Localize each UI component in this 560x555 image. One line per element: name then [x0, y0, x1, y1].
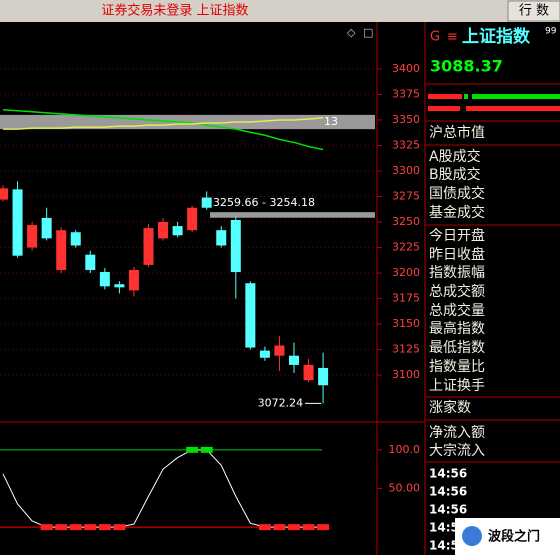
- quote-price: 3088.37: [430, 57, 503, 76]
- button[interactable]: [507, 0, 560, 22]
- candle-body: [274, 345, 285, 356]
- signal-mark: [84, 524, 97, 531]
- candle-body: [56, 230, 67, 270]
- field-label: 涨家数: [429, 399, 471, 416]
- candle-body: [289, 355, 299, 365]
- quote-code: 99: [545, 27, 557, 37]
- ma-line: [2, 109, 324, 151]
- signal-mark: [113, 524, 126, 531]
- bar: [428, 106, 460, 111]
- signal-mark: [302, 524, 315, 531]
- field-label: 总成交额: [429, 283, 485, 300]
- y-tick-label: 3175: [392, 292, 420, 305]
- candle-body: [12, 189, 23, 256]
- signal-mark: [200, 446, 213, 453]
- time-label: 14:56: [429, 467, 467, 481]
- y-tick-label: 3375: [392, 87, 420, 100]
- field-label: 沪总市值: [429, 124, 485, 141]
- field-label: 最低指数: [429, 340, 485, 356]
- time-label: 14:56: [429, 503, 467, 517]
- candle-body: [128, 269, 139, 291]
- y-tick-label: 3225: [392, 241, 420, 254]
- signal-mark: [258, 524, 271, 531]
- field-label: 昨日收盘: [429, 246, 485, 263]
- signal-mark: [98, 524, 111, 531]
- y-tick-label: 3100: [392, 368, 420, 381]
- signal-mark: [186, 446, 199, 453]
- quote-flag: G: [430, 30, 440, 45]
- bar: [466, 106, 560, 111]
- button-label[interactable]: 行 数: [519, 4, 549, 19]
- field-label: 总成交量: [429, 302, 485, 319]
- candle-body: [99, 272, 110, 287]
- candle-body: [245, 283, 256, 348]
- field-label: 净流入额: [429, 425, 485, 441]
- candle-body: [70, 232, 81, 246]
- candle-body: [216, 230, 227, 246]
- field-label: 上证换手: [429, 377, 485, 394]
- quote-menu[interactable]: ≡: [447, 30, 458, 45]
- signal-mark: [40, 524, 53, 531]
- y-tick-label: 100.0: [389, 443, 421, 456]
- ma-line: [3, 117, 324, 130]
- field-label: B股成交: [429, 166, 481, 183]
- time-label: 14:56: [429, 485, 467, 499]
- candle-body: [259, 350, 270, 358]
- watermark: 波段之门: [488, 529, 540, 545]
- candle-body: [114, 284, 125, 288]
- zone: [210, 212, 375, 218]
- candle-body: [27, 225, 38, 248]
- field-label: 指数振幅: [429, 265, 485, 281]
- bar: [464, 94, 468, 99]
- candle-body: [303, 364, 314, 381]
- y-tick-label: 3275: [392, 190, 420, 203]
- annotation: 3072.24: [258, 396, 304, 409]
- top-title: 证券交易未登录 上证指数: [101, 3, 248, 19]
- zone-label: 13: [324, 115, 338, 128]
- watermark-icon: [462, 526, 482, 546]
- candle-body: [85, 254, 96, 270]
- signal-mark: [69, 524, 82, 531]
- y-tick-label: 3325: [392, 138, 420, 151]
- field-label: 国债成交: [429, 185, 485, 202]
- candle-body: [318, 367, 329, 386]
- candle-body: [187, 207, 198, 231]
- bar: [428, 94, 462, 99]
- signal-mark: [55, 524, 68, 531]
- field-label: 最高指数: [429, 320, 485, 337]
- field-label: 基金成交: [429, 204, 485, 221]
- y-tick-label: 3200: [392, 266, 420, 279]
- field-label: 今日开盘: [429, 227, 485, 244]
- y-tick-label: 50.00: [389, 482, 421, 495]
- quote-name: 上证指数: [462, 26, 531, 47]
- signal-mark: [273, 524, 286, 531]
- y-tick-label: 3400: [392, 62, 420, 75]
- zone-label: 3259.66 - 3254.18: [213, 196, 315, 209]
- icon[interactable]: ◇: [347, 26, 356, 39]
- y-tick-label: 3250: [392, 215, 420, 228]
- signal-mark: [317, 524, 330, 531]
- bar: [472, 94, 560, 99]
- field-label: 指数量比: [429, 359, 485, 375]
- candle-body: [172, 226, 183, 236]
- y-tick-label: 3125: [392, 343, 420, 356]
- candle-body: [158, 222, 169, 239]
- icon[interactable]: □: [363, 26, 373, 39]
- field-label: A股成交: [429, 148, 481, 165]
- candle-body: [0, 188, 8, 200]
- y-tick-label: 3300: [392, 164, 420, 177]
- candle-body: [41, 217, 52, 239]
- oscillator-line: [2, 449, 324, 528]
- y-tick-label: 3350: [392, 113, 420, 126]
- candle-body: [230, 219, 241, 273]
- y-tick-label: 3150: [392, 317, 420, 330]
- candle-body: [201, 197, 212, 208]
- candle-body: [143, 228, 154, 265]
- signal-mark: [288, 524, 300, 531]
- top-bar: [0, 0, 560, 22]
- field-label: 大宗流入: [429, 443, 485, 459]
